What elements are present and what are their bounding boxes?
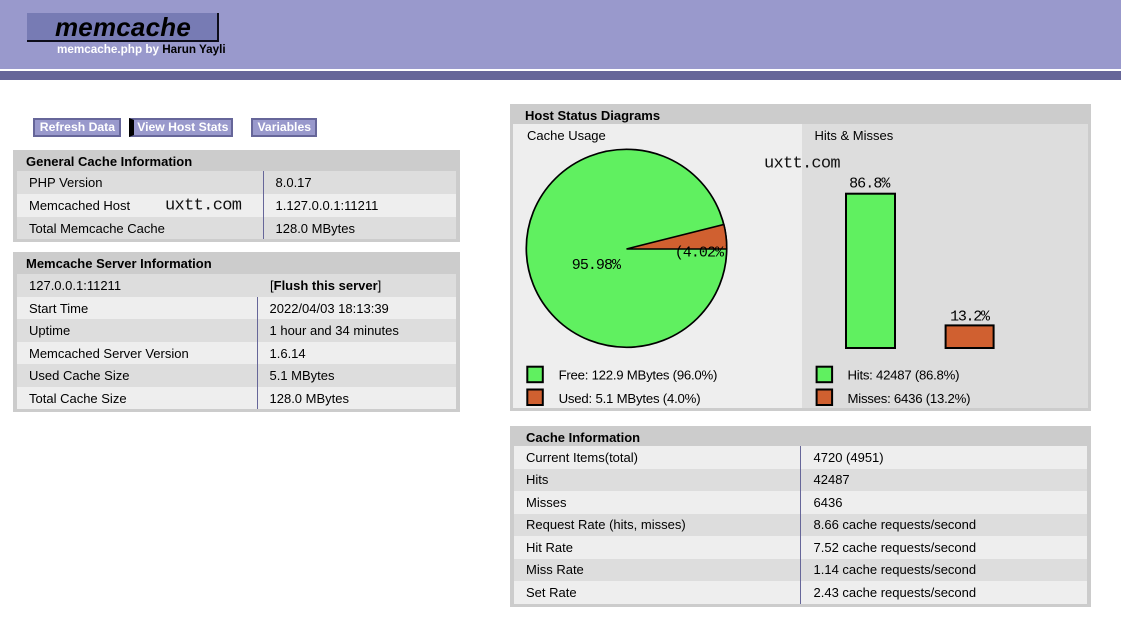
svg-text:(4.02%): (4.02%) bbox=[675, 245, 732, 262]
svg-text:Hits: 42487 (86.8%): Hits: 42487 (86.8%) bbox=[848, 368, 960, 383]
svg-text:uxtt.com: uxtt.com bbox=[165, 197, 242, 216]
svg-text:uxtt.com: uxtt.com bbox=[764, 155, 841, 174]
svg-text:Free: 122.9 MBytes (96.0%): Free: 122.9 MBytes (96.0%) bbox=[559, 368, 718, 383]
svg-text:95.98%: 95.98% bbox=[572, 257, 622, 274]
svg-text:86.8%: 86.8% bbox=[849, 176, 891, 193]
svg-text:13.2%: 13.2% bbox=[950, 308, 991, 325]
svg-text:Misses: 6436 (13.2%): Misses: 6436 (13.2%) bbox=[848, 391, 971, 406]
svg-text:Used: 5.1 MBytes (4.0%): Used: 5.1 MBytes (4.0%) bbox=[559, 391, 701, 406]
